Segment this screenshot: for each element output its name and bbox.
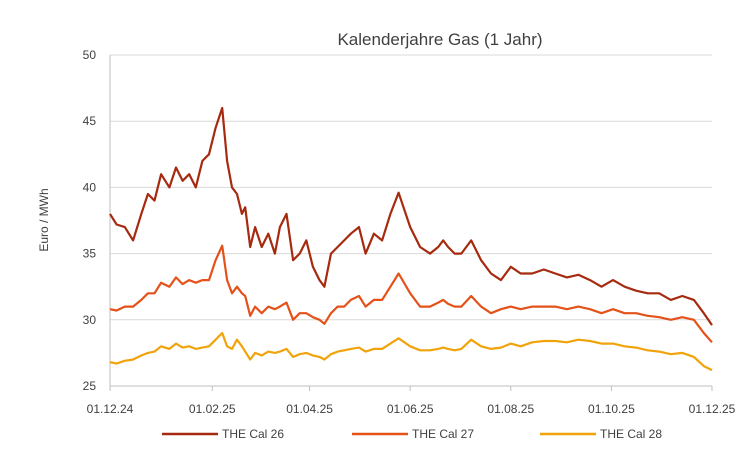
series-line-3 <box>109 331 713 372</box>
series-line-2 <box>109 244 713 344</box>
y-tick-labels: 25 30 35 40 45 50 <box>83 48 97 393</box>
x-tick-label: 01.04.25 <box>286 402 333 416</box>
y-tick-label: 25 <box>83 379 97 393</box>
grid-lines <box>110 54 712 321</box>
x-tick-label: 01.12.25 <box>689 402 736 416</box>
series-lines <box>109 106 713 372</box>
x-tick-labels: 01.12.24 01.02.25 01.04.25 01.06.25 01.08.25… <box>87 386 736 416</box>
y-tick-label: 35 <box>83 247 97 261</box>
x-tick-label: 01.10.25 <box>588 402 635 416</box>
x-tick-label: 01.02.25 <box>189 402 236 416</box>
y-axis-label: Euro / MWh <box>37 188 51 251</box>
series-line-1 <box>109 106 713 326</box>
chart-title: Kalenderjahre Gas (1 Jahr) <box>337 30 542 49</box>
x-tick-label: 01.12.24 <box>87 402 134 416</box>
x-tick-label: 01.08.25 <box>487 402 534 416</box>
legend-label-3: THE Cal 28 <box>600 427 662 441</box>
y-tick-label: 40 <box>83 180 97 194</box>
x-tick-label: 01.06.25 <box>387 402 434 416</box>
y-tick-label: 45 <box>83 114 97 128</box>
legend-label-1: THE Cal 26 <box>222 427 284 441</box>
y-tick-label: 30 <box>83 313 97 327</box>
legend: THE Cal 26 THE Cal 27 THE Cal 28 <box>162 427 662 441</box>
y-tick-label: 50 <box>83 48 97 62</box>
legend-label-2: THE Cal 27 <box>412 427 474 441</box>
